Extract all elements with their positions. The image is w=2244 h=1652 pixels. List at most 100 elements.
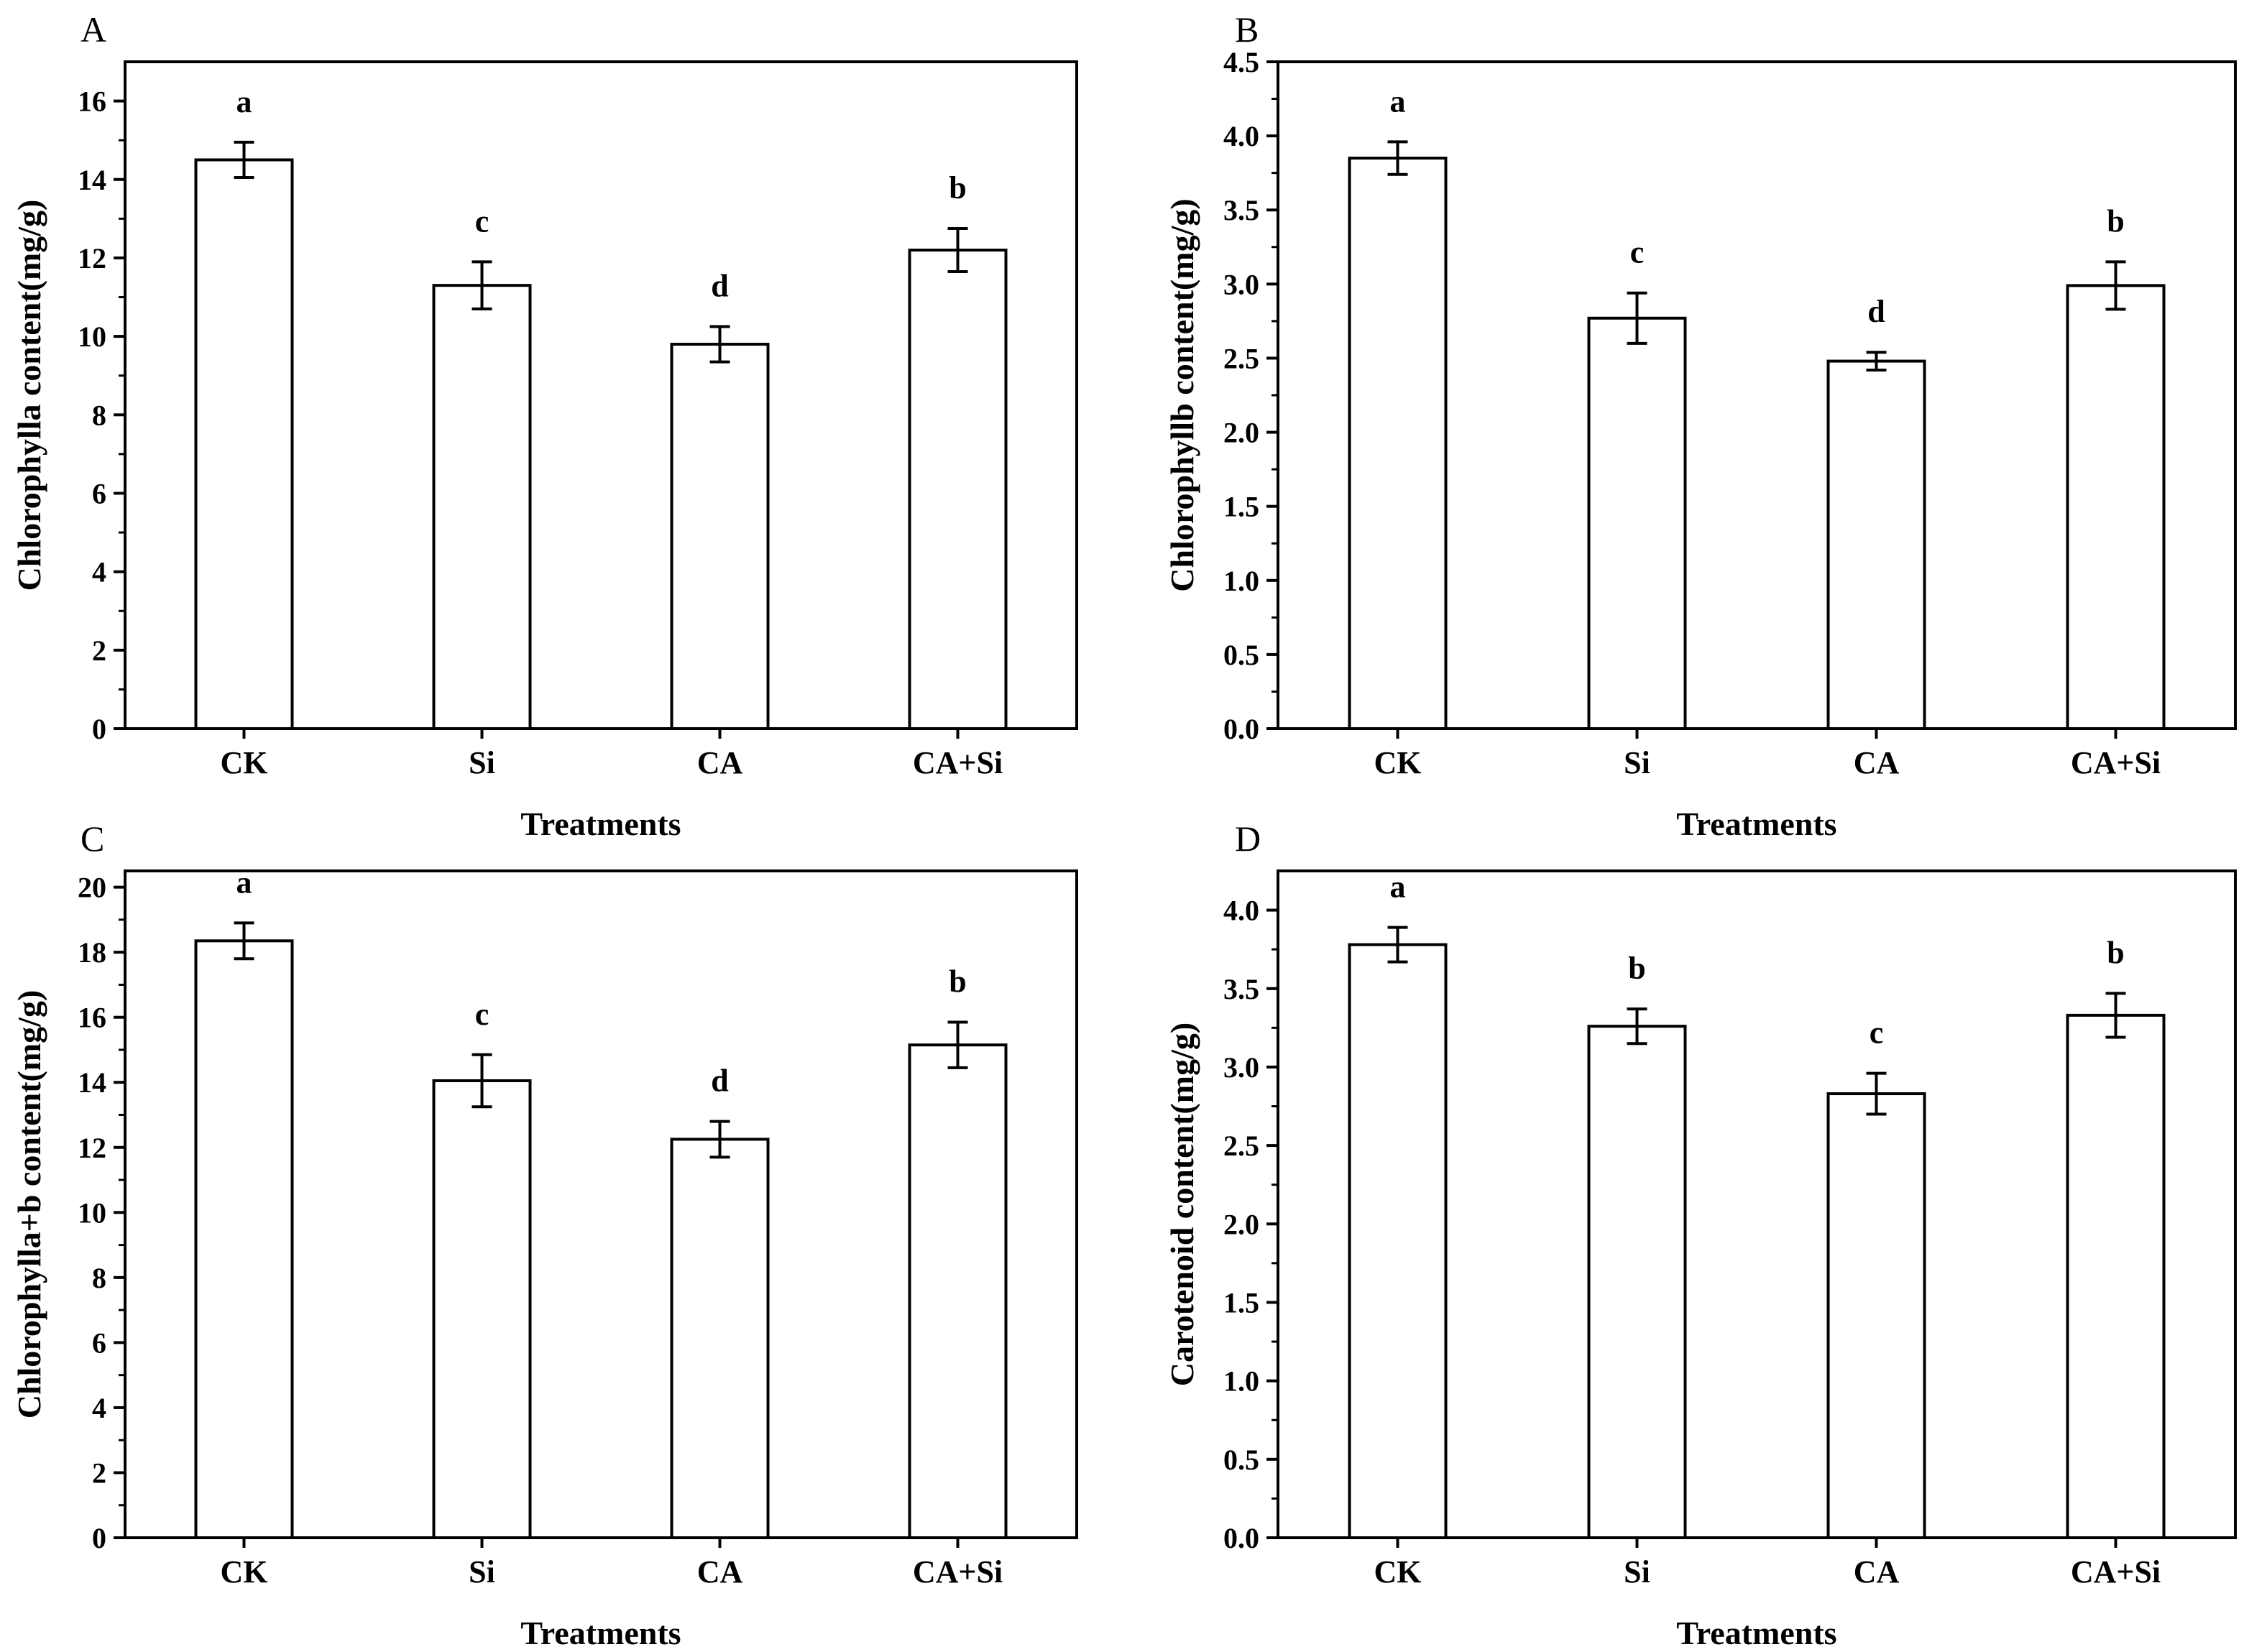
y-axis-title: Chlorophyllb content(mg/g) (1164, 198, 1200, 591)
y-tick-label: 4 (92, 556, 106, 589)
bar-ck (194, 158, 294, 730)
panel-letter: B (1235, 9, 1259, 50)
x-axis-title: Treatments (1676, 806, 1836, 842)
x-category-label: CA+Si (913, 1554, 1003, 1589)
x-category-label: CA+Si (2071, 745, 2161, 780)
y-tick-label: 16 (78, 1002, 106, 1034)
y-tick-label: 14 (78, 164, 106, 196)
x-category-label: Si (469, 745, 495, 780)
significance-letter: a (236, 864, 252, 900)
y-tick-label: 2 (92, 1457, 106, 1489)
y-tick-label: 6 (92, 477, 106, 509)
x-category-label: CK (1374, 745, 1422, 780)
x-category-label: Si (1624, 745, 1650, 780)
y-tick-label: 3.5 (1223, 194, 1259, 226)
plot-frame (1277, 869, 2237, 1539)
x-category-label: CA (697, 1554, 743, 1589)
y-tick-label: 1.5 (1223, 1286, 1259, 1319)
y-tick-label: 1.5 (1223, 491, 1259, 523)
x-axis-title: Treatments (1676, 1615, 1836, 1651)
y-tick-label: 6 (92, 1326, 106, 1359)
y-tick-label: 0 (92, 713, 106, 745)
bar-ca (1826, 1092, 1926, 1539)
x-category-label: CK (221, 745, 268, 780)
y-tick-label: 2.5 (1223, 342, 1259, 374)
y-tick-label: 10 (78, 320, 106, 353)
bar-ca (670, 1138, 770, 1539)
y-tick-label: 16 (78, 86, 106, 118)
significance-letter: b (949, 170, 966, 206)
y-tick-label: 1.0 (1223, 565, 1259, 597)
y-tick-label: 0 (92, 1522, 106, 1554)
significance-letter: c (475, 997, 489, 1032)
y-tick-label: 14 (78, 1066, 106, 1099)
y-tick-label: 4.0 (1223, 120, 1259, 152)
x-category-label: CA (697, 745, 743, 780)
bar-si (432, 284, 532, 730)
chart-panel-a: A 0 2 4 6 8 10 12 14 16 a CK c Si d CA b CA+Si Treatments C… (11, 9, 1078, 842)
y-tick-label: 3.5 (1223, 973, 1259, 1005)
y-tick-label: 4.5 (1223, 46, 1259, 78)
x-category-label: Si (1624, 1554, 1650, 1589)
x-category-label: CA (1854, 1554, 1900, 1589)
x-axis-title: Treatments (520, 1615, 681, 1651)
bar-si (432, 1079, 532, 1539)
y-tick-label: 0.5 (1223, 1444, 1259, 1476)
y-tick-label: 2.0 (1223, 417, 1259, 449)
x-category-label: CK (221, 1554, 268, 1589)
y-tick-label: 4 (92, 1392, 106, 1424)
y-tick-label: 2.5 (1223, 1130, 1259, 1162)
significance-letter: a (1390, 83, 1406, 119)
significance-letter: c (1630, 235, 1645, 270)
x-category-label: CA (1854, 745, 1900, 780)
x-category-label: CK (1374, 1554, 1422, 1589)
bar-ck (1348, 943, 1448, 1539)
chart-panel-d: D 0.0 0.5 1.0 1.5 2.0 2.5 3.0 3.5 4.0 a CK b Si c CA b CA… (1164, 818, 2237, 1651)
y-tick-label: 8 (92, 399, 106, 431)
bar-ca (670, 343, 770, 731)
y-axis-title: Chlorophylla+b content(mg/g) (11, 990, 47, 1419)
y-tick-label: 0.0 (1223, 713, 1259, 745)
panel-letter: A (81, 9, 106, 50)
y-tick-label: 18 (78, 936, 106, 969)
y-tick-label: 20 (78, 872, 106, 904)
y-tick-label: 0.0 (1223, 1522, 1259, 1554)
significance-letter: b (2107, 935, 2124, 970)
plot-frame (124, 869, 1078, 1539)
y-axis-title: Carotenoid content(mg/g) (1164, 1023, 1200, 1386)
significance-letter: b (2107, 203, 2124, 239)
plot-frame (124, 60, 1078, 730)
y-tick-label: 2 (92, 635, 106, 667)
significance-letter: d (711, 1063, 728, 1099)
y-tick-label: 12 (78, 1132, 106, 1164)
significance-letter: b (1628, 951, 1645, 986)
panel-letter: D (1235, 818, 1261, 859)
bar-si (1587, 316, 1687, 730)
significance-letter: a (1390, 869, 1406, 905)
chart-panel-b: B 0.0 0.5 1.0 1.5 2.0 2.5 3.0 3.5 4.0 4.5 a CK c Si d CA… (1164, 9, 2237, 842)
bar-ca-si (908, 249, 1008, 730)
significance-letter: b (949, 964, 966, 999)
bar-ca (1826, 359, 1926, 730)
significance-letter: c (1870, 1015, 1884, 1051)
y-tick-label: 3.0 (1223, 268, 1259, 300)
significance-letter: a (236, 84, 252, 119)
bar-ca-si (2066, 284, 2166, 730)
y-tick-label: 12 (78, 242, 106, 274)
x-category-label: CA+Si (913, 745, 1003, 780)
bar-ck (1348, 157, 1448, 731)
x-axis-title: Treatments (520, 806, 681, 842)
x-category-label: CA+Si (2071, 1554, 2161, 1589)
y-tick-label: 1.0 (1223, 1365, 1259, 1398)
y-tick-label: 4.0 (1223, 895, 1259, 927)
x-category-label: Si (469, 1554, 495, 1589)
bar-si (1587, 1025, 1687, 1539)
y-axis-title: Chlorophylla content(mg/g) (11, 200, 47, 591)
chart-panel-c: C 0 2 4 6 8 10 12 14 16 18 20 a CK c Si d CA b CA+Si Treatme… (11, 818, 1078, 1651)
y-tick-label: 0.5 (1223, 639, 1259, 671)
y-tick-label: 2.0 (1223, 1208, 1259, 1240)
bar-ca-si (908, 1043, 1008, 1540)
y-tick-label: 10 (78, 1196, 106, 1229)
y-tick-label: 3.0 (1223, 1051, 1259, 1084)
